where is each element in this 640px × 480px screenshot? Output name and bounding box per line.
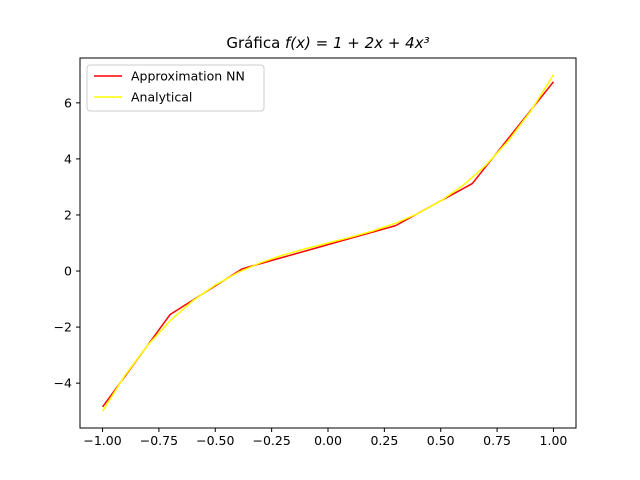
x-tick-label: 0.50	[427, 433, 455, 448]
y-tick-label: 4	[64, 151, 72, 166]
x-tick-label: −0.75	[140, 433, 178, 448]
y-tick-label: −4	[54, 376, 72, 391]
y-tick-label: −2	[54, 320, 72, 335]
x-axis-ticks: −1.00 −0.75 −0.50 −0.25 0.00 0.25 0.50 0.75 1.00	[83, 428, 567, 448]
series-line-analytical	[101, 74, 555, 412]
y-axis-ticks: −4 −2 0 2 4 6	[54, 95, 80, 391]
y-tick-label: 6	[64, 95, 72, 110]
plot-frame	[79, 57, 577, 429]
legend-label-approximation-nn: Approximation NN	[131, 69, 245, 84]
y-tick-label: 0	[64, 264, 72, 279]
x-tick-label: −0.25	[252, 433, 290, 448]
legend: Approximation NN Analytical	[86, 64, 265, 112]
y-tick-label: 2	[64, 207, 72, 222]
x-tick-label: 0.25	[370, 433, 398, 448]
plot-series-group	[101, 74, 555, 412]
x-tick-label: −0.50	[196, 433, 234, 448]
x-tick-label: 1.00	[540, 433, 568, 448]
x-tick-label: 0.75	[483, 433, 511, 448]
legend-box	[86, 64, 265, 112]
legend-label-analytical: Analytical	[131, 90, 192, 105]
chart-title: Gráfica f(x) = 1 + 2x + 4x³	[226, 34, 429, 52]
x-tick-label: −1.00	[83, 433, 121, 448]
x-tick-label: 0.00	[314, 433, 342, 448]
series-line-approximation-nn	[101, 81, 555, 408]
